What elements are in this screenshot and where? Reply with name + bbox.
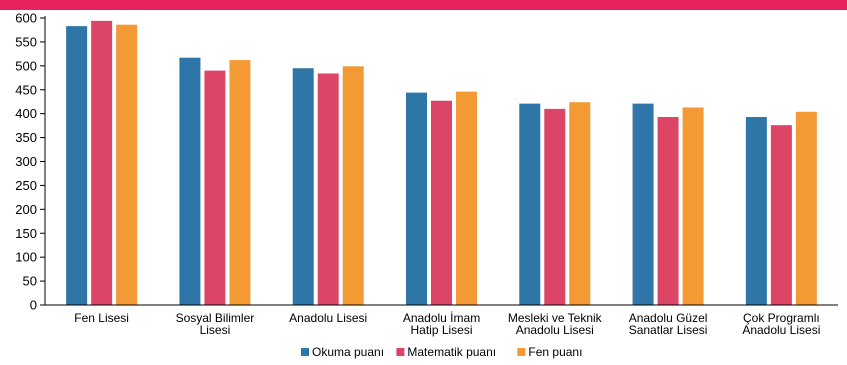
bar-matematik-puan--4 [544, 108, 566, 305]
bar-fen-puan--3 [456, 91, 477, 305]
bar-okuma-puan--4 [519, 103, 541, 305]
bar-matematik-puan--3 [431, 100, 452, 305]
x-category-label: Çok Programlı Anadolu Lisesi [742, 311, 820, 337]
y-tick-label: 400 [15, 106, 37, 121]
bar-matematik-puan--5 [657, 117, 679, 305]
x-category-label-line: Anadolu Güzel [629, 311, 708, 325]
bar-okuma-puan--3 [406, 92, 427, 306]
bars [66, 20, 817, 306]
x-category-label-line: Lisesi [200, 323, 231, 337]
x-category-label-line: Fen Lisesi [74, 311, 129, 325]
top-banner-band [0, 0, 847, 10]
bar-fen-puan--1 [229, 60, 251, 305]
x-category-label-line: Sanatlar Lisesi [629, 323, 708, 337]
bar-fen-puan--5 [682, 107, 704, 305]
x-category-label-line: Mesleki ve Teknik [508, 311, 603, 325]
bar-okuma-puan--0 [66, 26, 88, 306]
x-category-label: Fen Lisesi [74, 311, 129, 325]
legend-label: Fen puanı [528, 345, 582, 359]
y-tick-label: 450 [15, 82, 37, 97]
bar-matematik-puan--1 [204, 70, 226, 305]
bar-matematik-puan--0 [91, 20, 113, 306]
bar-fen-puan--2 [342, 66, 364, 305]
bar-fen-puan--4 [569, 102, 591, 305]
y-tick-label: 500 [15, 58, 37, 73]
bar-matematik-puan--6 [770, 125, 792, 305]
legend-swatch [301, 348, 309, 356]
y-tick-label: 50 [23, 274, 37, 289]
legend-label: Okuma puanı [312, 345, 384, 359]
x-category-label-line: Hatip Lisesi [410, 323, 472, 337]
y-tick-label: 600 [15, 11, 37, 26]
y-tick-label: 250 [15, 178, 37, 193]
bar-fen-puan--6 [795, 111, 817, 306]
x-category-label-line: Anadolu Lisesi [742, 323, 820, 337]
bar-okuma-puan--2 [292, 68, 314, 305]
y-tick-label: 200 [15, 202, 37, 217]
y-tick-label: 0 [30, 298, 37, 313]
bar-okuma-puan--6 [745, 117, 767, 305]
legend: Okuma puanı Matematik puanı Fen puanı [301, 345, 582, 359]
x-category-label-line: Çok Programlı [743, 311, 820, 325]
x-category-label-line: Anadolu Lisesi [516, 323, 594, 337]
x-category-label: Sosyal Bilimler Lisesi [176, 311, 255, 337]
x-category-label-line: Anadolu İmam [403, 311, 480, 325]
bar-okuma-puan--1 [179, 57, 201, 306]
x-axis: Fen Lisesi Sosyal Bilimler Lisesi Anadolu L… [45, 304, 838, 337]
y-tick-label: 300 [15, 154, 37, 169]
y-axis: 0 50 100 150 200 250 300 350 400 450 500 550 600 [15, 11, 46, 313]
x-category-label: Mesleki ve Teknik Anadolu Lisesi [508, 311, 603, 337]
x-category-label: Anadolu Güzel Sanatlar Lisesi [629, 311, 708, 337]
x-category-label-line: Sosyal Bilimler [176, 311, 255, 325]
bar-okuma-puan--5 [632, 103, 654, 305]
bar-matematik-puan--2 [317, 73, 339, 305]
legend-label: Matematik puanı [407, 345, 496, 359]
y-tick-label: 550 [15, 34, 37, 49]
legend-swatch [396, 348, 405, 356]
bar-fen-puan--0 [116, 24, 138, 306]
x-category-label-line: Anadolu Lisesi [289, 311, 367, 325]
y-tick-label: 350 [15, 130, 37, 145]
y-tick-label: 150 [15, 226, 37, 241]
y-tick-label: 100 [15, 250, 37, 265]
x-category-label: Anadolu Lisesi [289, 311, 367, 325]
x-category-label: Anadolu İmam Hatip Lisesi [403, 311, 480, 337]
legend-swatch [517, 348, 526, 356]
